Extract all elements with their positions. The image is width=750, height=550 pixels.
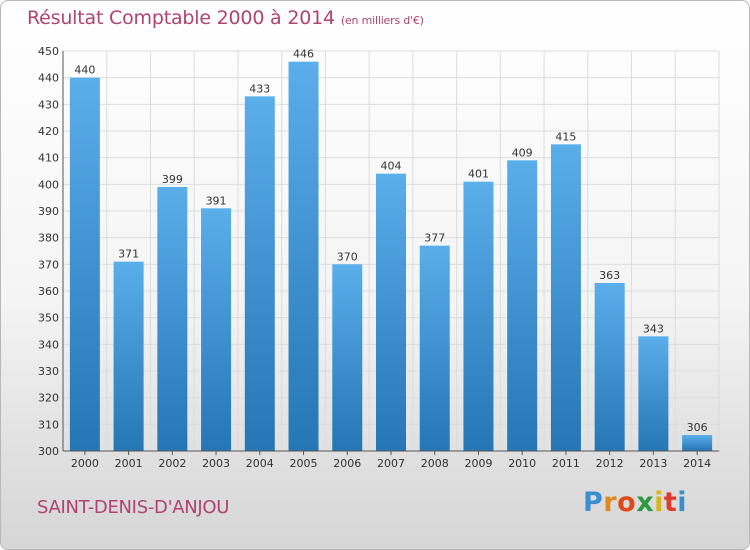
- y-tick-label: 430: [38, 98, 59, 111]
- y-tick-label: 320: [38, 392, 59, 405]
- value-label: 399: [162, 173, 183, 186]
- bar-2006: [332, 264, 363, 451]
- y-tick-label: 440: [38, 72, 59, 85]
- x-tick-label: 2002: [158, 457, 186, 470]
- value-label: 377: [424, 232, 445, 245]
- value-label: 401: [468, 168, 489, 181]
- value-label: 343: [643, 322, 664, 335]
- x-tick-label: 2010: [508, 457, 536, 470]
- axes: 300 310 320 330 340 350 360 370 380 390 400 410 420 4…: [38, 45, 719, 470]
- value-label: 370: [337, 250, 358, 263]
- bar-2010: [507, 160, 538, 452]
- bar-2011: [550, 144, 581, 452]
- value-label: 306: [687, 421, 708, 434]
- bar-2004: [244, 96, 275, 451]
- y-tick-label: 420: [38, 125, 59, 138]
- y-tick-label: 410: [38, 152, 59, 165]
- x-tick-label: 2006: [333, 457, 361, 470]
- y-tick-label: 400: [38, 178, 59, 191]
- y-tick-label: 360: [38, 285, 59, 298]
- x-tick-label: 2009: [464, 457, 492, 470]
- value-label: 415: [555, 130, 576, 143]
- y-tick-label: 310: [38, 418, 59, 431]
- bar-2001: [113, 261, 144, 451]
- chart-subtitle: (en milliers d'€): [340, 14, 424, 27]
- logo-letter: o: [617, 487, 637, 518]
- logo-letter: i: [654, 487, 664, 518]
- bar-2014: [682, 435, 713, 451]
- chart-title: Résultat Comptable 2000 à 2014 (en millie…: [27, 7, 424, 29]
- x-tick-label: 2004: [246, 457, 274, 470]
- proxiti-logo[interactable]: Proxiti: [583, 487, 687, 518]
- value-label: 363: [599, 269, 620, 282]
- bar-2005: [288, 61, 319, 452]
- bar-2000: [69, 77, 100, 452]
- y-tick-label: 370: [38, 258, 59, 271]
- bar-2008: [419, 245, 450, 451]
- x-tick-label: 2013: [639, 457, 667, 470]
- bars: 440 371 399 391 433 446 370 404 377 401 409 415 363 3…: [69, 48, 713, 452]
- bar-2002: [157, 187, 188, 451]
- bar-2013: [638, 336, 669, 451]
- y-tick-label: 340: [38, 338, 59, 351]
- logo-letter: x: [636, 487, 655, 518]
- y-tick-label: 330: [38, 365, 59, 378]
- logo-letter: t: [663, 487, 678, 518]
- bar-2003: [201, 208, 232, 451]
- y-tick-label: 350: [38, 312, 59, 325]
- value-label: 391: [206, 194, 227, 207]
- x-tick-label: 2001: [115, 457, 143, 470]
- bar-2007: [376, 173, 406, 451]
- value-label: 433: [249, 82, 270, 95]
- bar-2012: [594, 283, 625, 451]
- x-tick-label: 2008: [421, 457, 449, 470]
- y-tick-label: 300: [38, 445, 59, 458]
- y-tick-label: 450: [38, 45, 59, 58]
- logo-letter: P: [583, 487, 604, 518]
- value-label: 409: [512, 146, 533, 159]
- value-label: 440: [74, 64, 95, 77]
- place-name: SAINT-DENIS-D'ANJOU: [37, 497, 230, 518]
- x-tick-label: 2003: [202, 457, 230, 470]
- y-tick-label: 390: [38, 205, 59, 218]
- x-tick-label: 2014: [683, 457, 711, 470]
- bar-2009: [463, 181, 494, 451]
- value-label: 446: [293, 48, 314, 61]
- value-label: 371: [118, 248, 139, 261]
- x-tick-label: 2012: [596, 457, 624, 470]
- x-tick-label: 2000: [71, 457, 99, 470]
- x-tick-label: 2007: [377, 457, 405, 470]
- x-tick-label: 2011: [552, 457, 580, 470]
- y-tick-label: 380: [38, 232, 59, 245]
- x-tick-label: 2005: [290, 457, 318, 470]
- logo-letter: i: [677, 487, 688, 518]
- value-label: 404: [381, 160, 402, 173]
- logo-letter: r: [603, 487, 618, 518]
